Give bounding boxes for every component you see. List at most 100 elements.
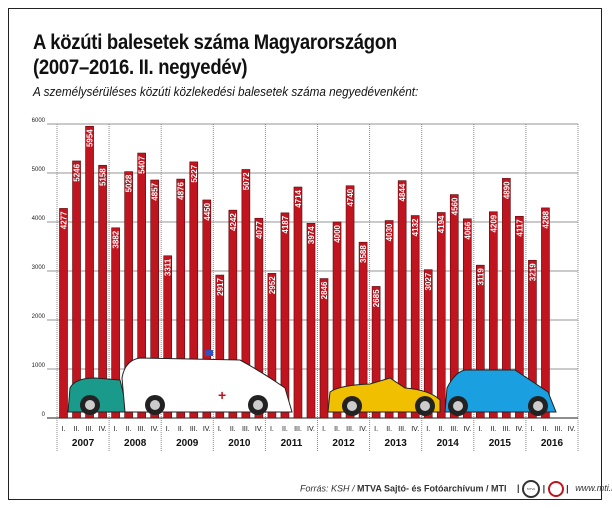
data-label: 5407 [138, 156, 147, 174]
quarter-label: I. [270, 426, 274, 433]
data-label: 4242 [229, 213, 238, 231]
data-label: 2917 [216, 278, 225, 296]
quarter-label: III. [86, 426, 94, 433]
quarter-label: I. [530, 426, 534, 433]
bar [319, 278, 329, 419]
data-label: 5072 [242, 172, 251, 190]
source-agency: MTVA Sajtó- és Fotóarchívum / MTI [357, 483, 507, 494]
bar [293, 186, 303, 419]
y-tick-label: 5000 [32, 167, 46, 173]
data-label: 4714 [294, 189, 303, 207]
source-label: Forrás: KSH / [300, 483, 358, 494]
data-label: 4132 [411, 218, 420, 236]
red-cross-icon: + [218, 387, 226, 403]
data-label: 3027 [424, 272, 433, 290]
quarter-label: III. [555, 426, 563, 433]
bar [502, 178, 511, 419]
data-label: 4209 [489, 214, 498, 232]
bar [528, 259, 537, 419]
data-label: 4857 [151, 182, 160, 200]
data-label: 5158 [99, 168, 108, 186]
quarter-label: II. [230, 426, 236, 433]
year-label: 2012 [332, 438, 355, 449]
bar [345, 185, 355, 419]
data-label: 4117 [515, 219, 524, 237]
quarter-label: II. [74, 426, 80, 433]
bar [228, 209, 238, 419]
data-label: 4844 [398, 183, 407, 201]
quarter-label: III. [502, 426, 510, 433]
data-label: 3882 [112, 230, 121, 248]
quarter-label: I. [426, 426, 430, 433]
y-tick-label: 2000 [32, 314, 46, 320]
bar [150, 179, 160, 419]
data-label: 4288 [541, 210, 550, 228]
website-link[interactable]: www.mti.hu [575, 483, 612, 494]
data-label: 2846 [320, 281, 329, 299]
chart-title: A közúti balesetek száma Magyarországon(… [33, 31, 397, 79]
quarter-label: IV. [307, 426, 315, 433]
bar [423, 269, 433, 419]
year-label: 2014 [437, 438, 460, 449]
mti-logo-icon [547, 481, 564, 497]
quarter-label: III. [138, 426, 146, 433]
quarter-label: IV. [203, 426, 211, 433]
bar [215, 274, 225, 419]
bar [397, 180, 407, 419]
frame-border [8, 8, 602, 500]
quarter-label: III. [398, 426, 406, 433]
bar [449, 194, 459, 419]
quarter-label: II. [126, 426, 132, 433]
quarter-label: II. [490, 426, 496, 433]
data-label: 4890 [502, 181, 511, 199]
data-label: 3974 [307, 226, 316, 244]
data-label: 4000 [333, 224, 342, 242]
quarter-label: II. [282, 426, 288, 433]
quarter-label: IV. [515, 426, 523, 433]
quarter-label: I. [374, 426, 378, 433]
year-label: 2008 [124, 438, 147, 449]
year-label: 2013 [385, 438, 408, 449]
y-tick-label: 3000 [32, 265, 46, 271]
chart-subtitle: A személysérüléses közúti közlekedési ba… [33, 84, 419, 99]
data-label: 2952 [268, 276, 277, 294]
year-label: 2016 [541, 438, 564, 449]
bar [515, 215, 524, 419]
data-label: 5246 [73, 163, 82, 181]
quarter-label: IV. [359, 426, 367, 433]
data-label: 2685 [372, 289, 381, 307]
bar [202, 199, 212, 419]
data-label: 4066 [463, 221, 472, 239]
bar [358, 241, 368, 419]
source-footer: Forrás: KSH / MTVA Sajtó- és Fotóarchívu… [300, 480, 612, 498]
quarter-label: III. [242, 426, 250, 433]
bar [85, 125, 94, 419]
quarter-label: III. [346, 426, 354, 433]
quarter-label: I. [114, 426, 118, 433]
y-tick-label: 6000 [32, 118, 46, 124]
data-label: 4030 [385, 223, 394, 241]
quarter-label: IV. [411, 426, 419, 433]
data-label: 5227 [190, 164, 199, 182]
quarter-label: IV. [99, 426, 107, 433]
bar [410, 215, 420, 419]
quarter-label: II. [386, 426, 392, 433]
quarter-label: II. [334, 426, 340, 433]
quarter-label: II. [543, 426, 549, 433]
data-label: 3311 [164, 258, 173, 276]
data-label: 4450 [203, 202, 212, 220]
data-label: 5954 [86, 129, 95, 147]
quarter-label: IV. [463, 426, 471, 433]
quarter-label: I. [166, 426, 170, 433]
data-label: 4560 [450, 197, 459, 215]
ambulance-icon [121, 357, 293, 413]
bar [371, 286, 381, 419]
quarter-label: IV. [255, 426, 263, 433]
wheel-hub-icon [253, 400, 263, 410]
year-label: 2011 [281, 438, 303, 449]
data-label: 4194 [437, 215, 446, 233]
data-label: 4077 [255, 221, 264, 239]
data-label: 5028 [125, 174, 134, 192]
year-label: 2010 [228, 438, 251, 449]
